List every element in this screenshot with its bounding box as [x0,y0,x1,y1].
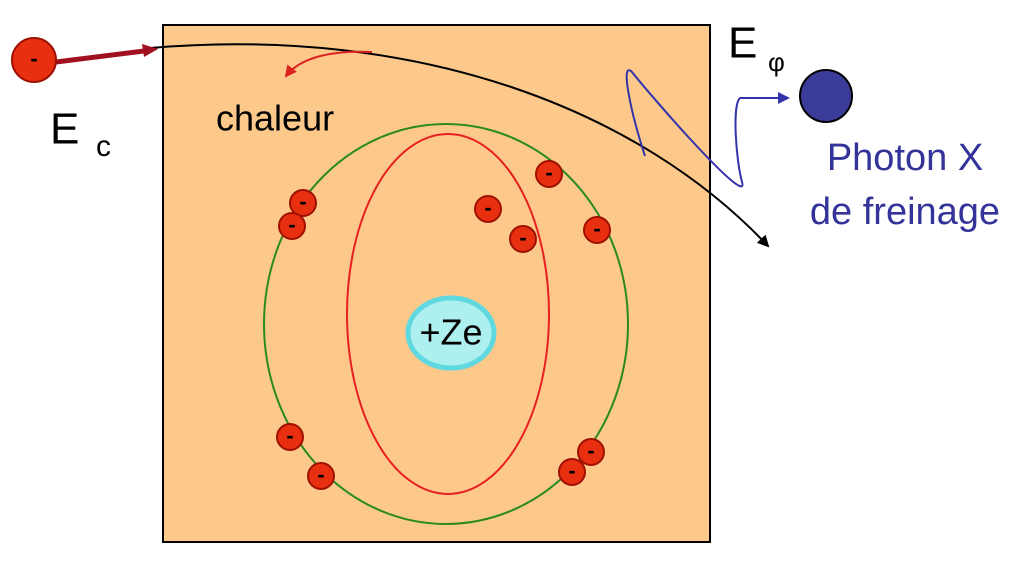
inner-orbit [346,133,550,495]
photon-label-line1: Photon X [827,137,983,179]
nucleus [405,295,497,371]
electron: - [307,462,335,490]
electron: - [276,423,304,451]
electron: - [535,160,563,188]
electron: - [278,212,306,240]
electron: - [577,438,605,466]
electron-sign: - [30,46,37,71]
atom-electrons: - - - - - - - - - - [276,160,611,490]
photon [799,69,853,123]
electron: - [558,458,586,486]
electron-sign: - [545,160,552,185]
electron: - [509,225,537,253]
electron-sign: - [587,438,594,463]
incident-electron: - [11,37,57,83]
target-box [162,24,711,543]
electron-sign: - [519,225,526,250]
electron-sign: - [484,195,491,220]
photon-energy-symbol: E [728,19,757,68]
photon-label-line2: de freinage [810,191,1000,233]
electron-sign: - [299,189,306,214]
electron: - [289,189,317,217]
electron: - [474,195,502,223]
electron: - [583,216,611,244]
outer-orbit [263,123,629,525]
electron-sign: - [317,462,324,487]
nucleus-label: +Ze [419,312,482,353]
kinetic-energy-symbol: E [50,105,79,154]
incident-arrowhead [142,44,158,57]
electron-sign: - [593,216,600,241]
heat-arrow [284,50,373,78]
photon-energy-subscript: φ [768,47,785,77]
kinetic-energy-subscript: c [96,130,111,163]
photon-wave [625,69,790,188]
electron-sign: - [286,423,293,448]
electron-trajectory [149,43,770,248]
incident-arrow [55,47,153,65]
electron-sign: - [568,458,575,483]
heat-label: chaleur [216,98,334,139]
electron-sign: - [288,212,295,237]
